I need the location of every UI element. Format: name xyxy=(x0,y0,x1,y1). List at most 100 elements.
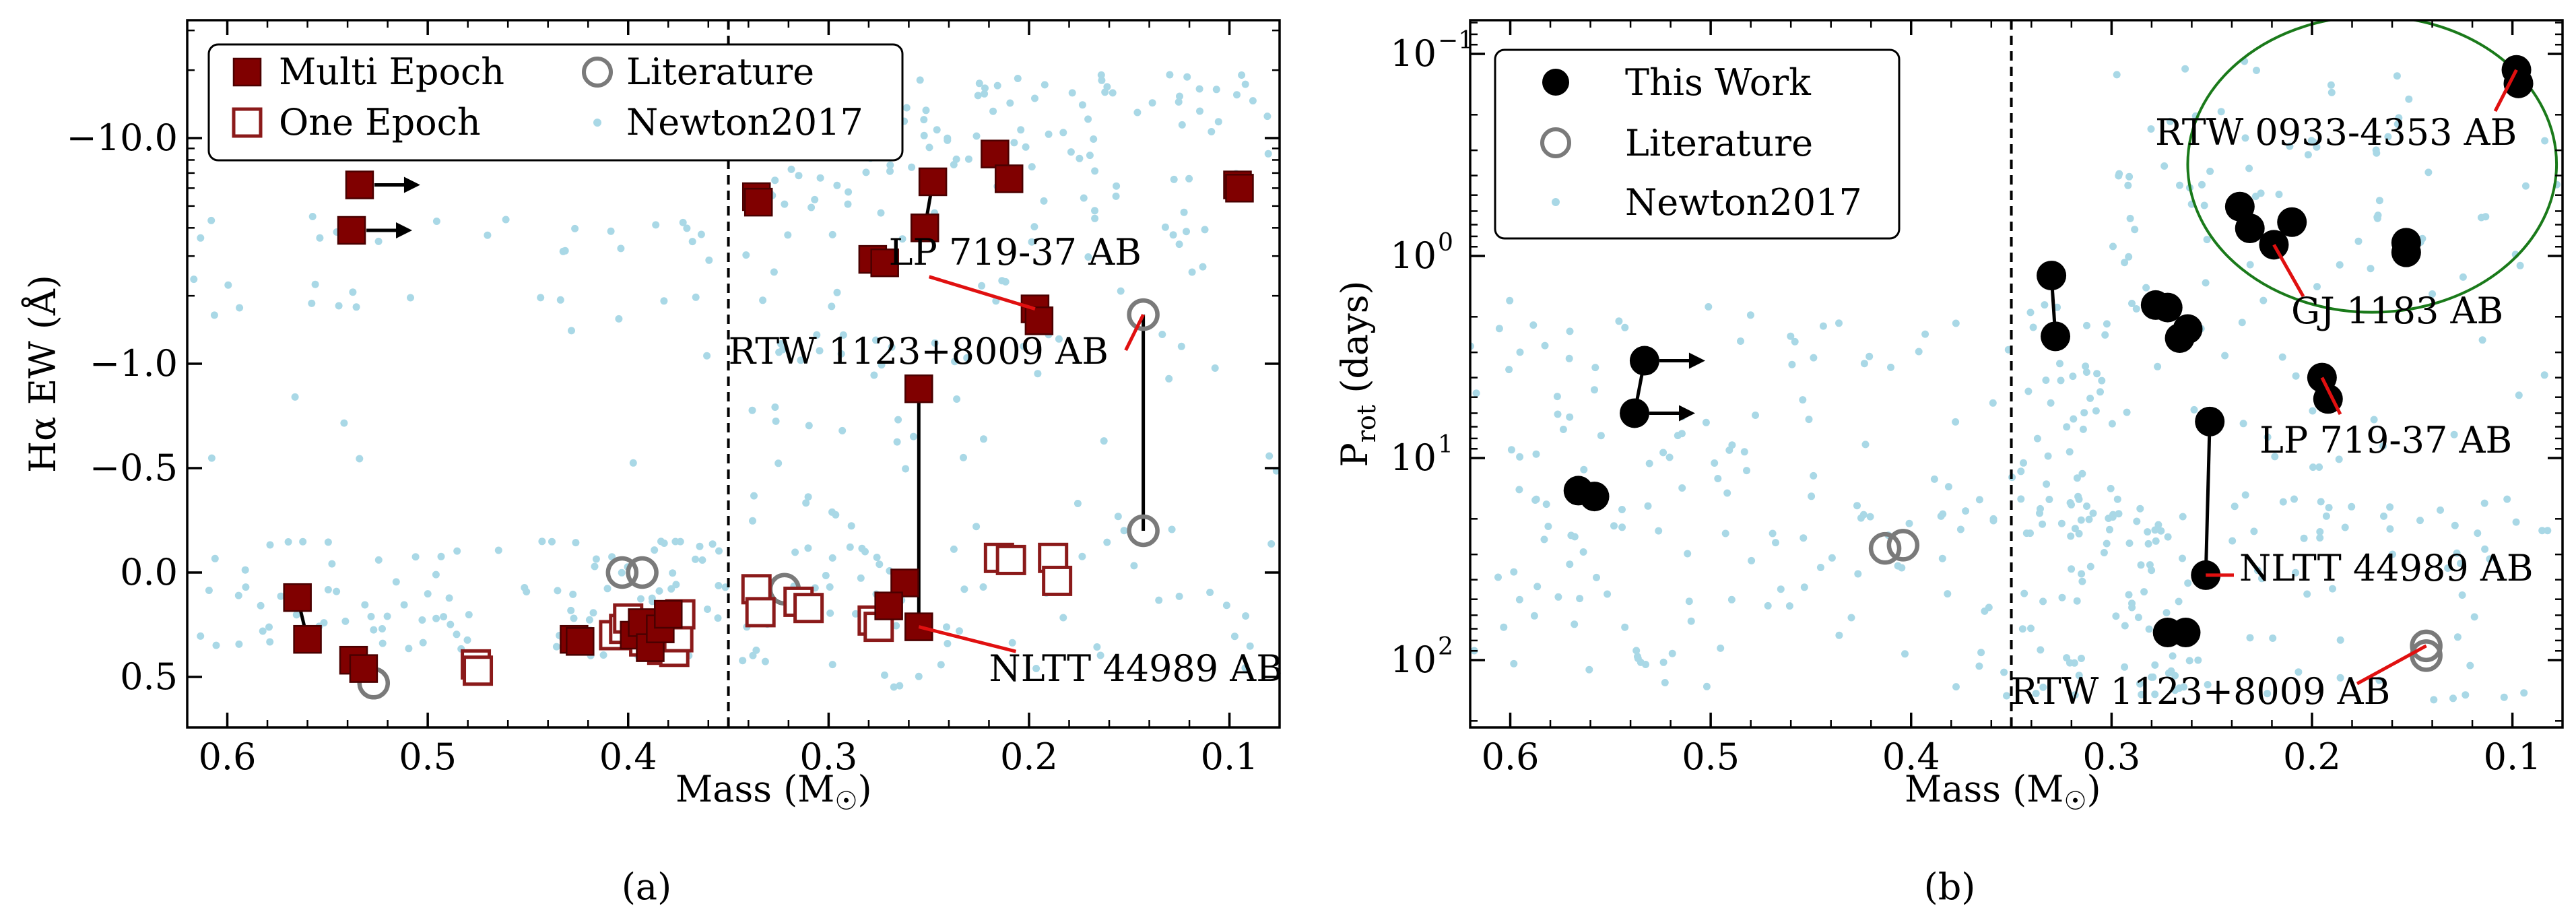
newton2017-point xyxy=(902,465,910,473)
newton2017-point xyxy=(1158,331,1166,338)
newton2017-point xyxy=(705,256,713,264)
newton2017-point xyxy=(2125,591,2133,599)
newton2017-point xyxy=(1097,71,1105,79)
newton2017-point xyxy=(1659,658,1667,666)
literature-point xyxy=(1868,531,1902,565)
newton2017-point xyxy=(657,538,665,546)
annotation-pointer xyxy=(2356,644,2427,686)
newton2017-point xyxy=(1743,467,1750,475)
newton2017-point xyxy=(241,566,249,574)
newton2017-point xyxy=(1938,554,1946,562)
newton2017-point xyxy=(822,572,830,579)
newton2017-point xyxy=(1591,364,1599,372)
literature-point xyxy=(605,556,639,589)
newton2017-point xyxy=(861,548,869,556)
newton2017-point xyxy=(1566,413,1574,421)
newton2017-point xyxy=(1516,348,1524,356)
newton2017-point xyxy=(356,455,364,463)
newton2017-point xyxy=(944,640,952,647)
newton2017-point xyxy=(1952,683,1960,691)
newton2017-point xyxy=(266,541,274,549)
newton2017-point xyxy=(1678,484,1686,492)
panel-b-connectors xyxy=(1632,275,2212,576)
this-work-point xyxy=(1629,346,1659,376)
newton2017-point xyxy=(1076,154,1084,162)
newton2017-point xyxy=(2175,597,2183,606)
newton2017-point xyxy=(1241,664,1249,672)
newton2017-point xyxy=(2020,589,2028,597)
newton2017-point xyxy=(1014,75,1022,82)
legend-one-epoch-label: One Epoch xyxy=(279,101,481,143)
newton2017-point xyxy=(2073,597,2081,605)
this-work-point xyxy=(2165,323,2195,353)
newton2017-point xyxy=(892,622,900,630)
newton2017-point xyxy=(197,234,205,242)
newton2017-point xyxy=(2126,214,2134,222)
limit-arrow-head xyxy=(403,176,420,193)
newton2017-point xyxy=(2086,562,2094,571)
multi-epoch-point xyxy=(904,374,933,403)
newton2017-point xyxy=(1674,432,1682,440)
newton2017-point xyxy=(212,641,220,649)
newton2017-point xyxy=(1020,342,1028,350)
newton2017-point xyxy=(1565,354,1573,362)
newton2017-point xyxy=(1165,374,1173,383)
newton2017-point xyxy=(828,508,836,516)
newton2017-point xyxy=(2271,453,2279,461)
newton2017-point xyxy=(2125,540,2134,547)
newton2017-point xyxy=(1199,263,1207,271)
newton2017-point xyxy=(2134,614,2142,622)
newton2017-point xyxy=(1952,319,1960,327)
legend-this-work-label: This Work xyxy=(1625,61,1812,104)
newton2017-point xyxy=(1810,471,1818,480)
panel-a-newton2017-points xyxy=(190,70,1280,691)
newton2017-point xyxy=(2451,521,2459,529)
newton2017-point xyxy=(324,586,332,593)
newton2017-point xyxy=(2124,181,2132,189)
newton2017-point xyxy=(915,672,923,680)
newton2017-point xyxy=(960,453,967,461)
newton2017-point xyxy=(568,327,575,335)
newton2017-point xyxy=(629,459,637,467)
newton2017-point xyxy=(2047,399,2055,407)
newton2017-point xyxy=(956,627,963,635)
newton2017-point xyxy=(1222,601,1230,610)
newton2017-point xyxy=(2470,613,2478,621)
newton2017-point xyxy=(265,623,273,631)
newton2017-point xyxy=(920,116,928,124)
limit-arrow-head xyxy=(396,222,413,238)
newton2017-point xyxy=(828,230,836,238)
newton2017-point xyxy=(405,645,413,653)
newton2017-point xyxy=(2086,394,2094,402)
literature-point xyxy=(1127,298,1160,331)
newton2017-point xyxy=(1621,623,1629,631)
newton2017-point xyxy=(1533,583,1542,591)
newton2017-point xyxy=(2393,72,2401,80)
newton2017-point xyxy=(672,581,680,589)
newton2017-point xyxy=(320,619,328,627)
this-work-point xyxy=(1620,398,1650,428)
newton2017-point xyxy=(1725,446,1733,454)
newton2017-point xyxy=(804,493,812,501)
multi-epoch-point xyxy=(918,167,948,197)
newton2017-point xyxy=(374,556,383,564)
newton2017-point xyxy=(2151,526,2159,534)
newton2017-point xyxy=(890,683,898,691)
newton2017-point xyxy=(683,224,691,232)
newton2017-point xyxy=(1206,589,1214,596)
newton2017-point xyxy=(1093,643,1101,651)
x-tick-label: 0.6 xyxy=(1482,736,1540,778)
newton2017-point xyxy=(2115,510,2123,518)
annotation-label: NLTT 44989 AB xyxy=(989,647,1283,690)
newton2017-point xyxy=(440,613,448,621)
newton2017-point xyxy=(374,237,383,245)
panel-a-caption-label: (a) xyxy=(622,866,671,908)
newton2017-point xyxy=(833,181,841,189)
newton2017-point xyxy=(2148,673,2156,681)
newton2017-point xyxy=(617,245,625,253)
newton2017-point xyxy=(972,523,981,531)
newton2017-point xyxy=(2151,690,2159,698)
newton2017-point xyxy=(341,617,350,625)
panel-a-y-axis-label: Hα EW (Å) xyxy=(20,275,64,473)
